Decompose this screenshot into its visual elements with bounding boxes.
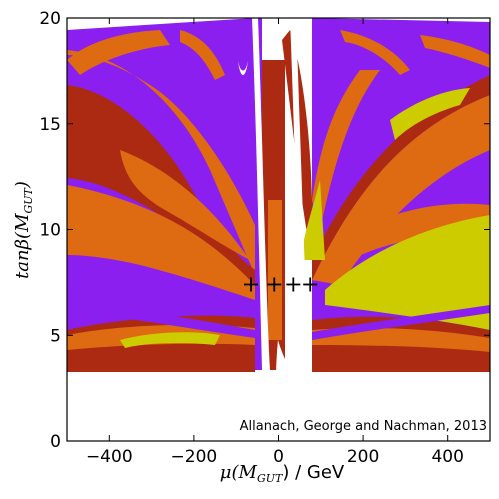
region-white-31: [67, 372, 490, 441]
marker-plus-0: [244, 277, 259, 292]
marker-plus-1: [267, 277, 282, 292]
y-tick-label-0: 0: [50, 432, 61, 452]
region-orange-17: [312, 327, 490, 352]
region-yellow-13: [325, 215, 490, 330]
region-yellow-14: [300, 180, 325, 260]
region-yellow-15: [390, 88, 470, 140]
x-tick-label-4: 400: [431, 447, 463, 467]
region-darkred-9: [312, 75, 490, 280]
y-tick-label-1: 5: [50, 326, 61, 346]
x-tick-label-1: −200: [171, 447, 218, 467]
region-orange-10: [312, 70, 380, 230]
region-purple-19: [67, 300, 255, 338]
y-tick-label-4: 20: [39, 9, 61, 29]
region-orange-27: [268, 200, 282, 340]
x-tick-label-2: 0: [273, 447, 284, 467]
region-orange-21: [67, 30, 170, 75]
parameter-regions: [67, 18, 490, 441]
marker-plus-3: [303, 277, 318, 292]
y-tick-label-3: 15: [39, 115, 61, 135]
region-orange-22: [180, 30, 225, 80]
region-orange-23: [340, 30, 410, 75]
x-axis-ticks: −400 −200 0 200 400: [86, 18, 464, 467]
region-orange-7: [120, 150, 250, 260]
annotation-credit: Allanach, George and Nachman, 2013: [240, 419, 487, 434]
region-yellow-18: [120, 332, 220, 348]
region-orange-6: [67, 185, 255, 300]
y-axis-ticks: 0 5 10 15 20: [39, 9, 490, 452]
region-orange-12: [340, 203, 490, 260]
region-orange-4: [67, 50, 255, 275]
region-orange-24: [420, 35, 490, 68]
region-white-32: [275, 340, 300, 395]
x-tick-label-0: −400: [86, 447, 133, 467]
x-axis-label: μ(MGUT) / GeV: [220, 462, 345, 485]
marker-plus-2: [286, 277, 301, 292]
y-tick-label-2: 10: [39, 221, 61, 241]
y-axis-label: tanβ(MGUT): [12, 181, 35, 279]
region-white-28: [252, 18, 270, 370]
region-white-29: [290, 18, 310, 380]
marker-points: [244, 277, 318, 292]
x-tick-label-3: 200: [347, 447, 379, 467]
region-white-30: [238, 60, 248, 75]
region-purple-20: [312, 305, 490, 340]
